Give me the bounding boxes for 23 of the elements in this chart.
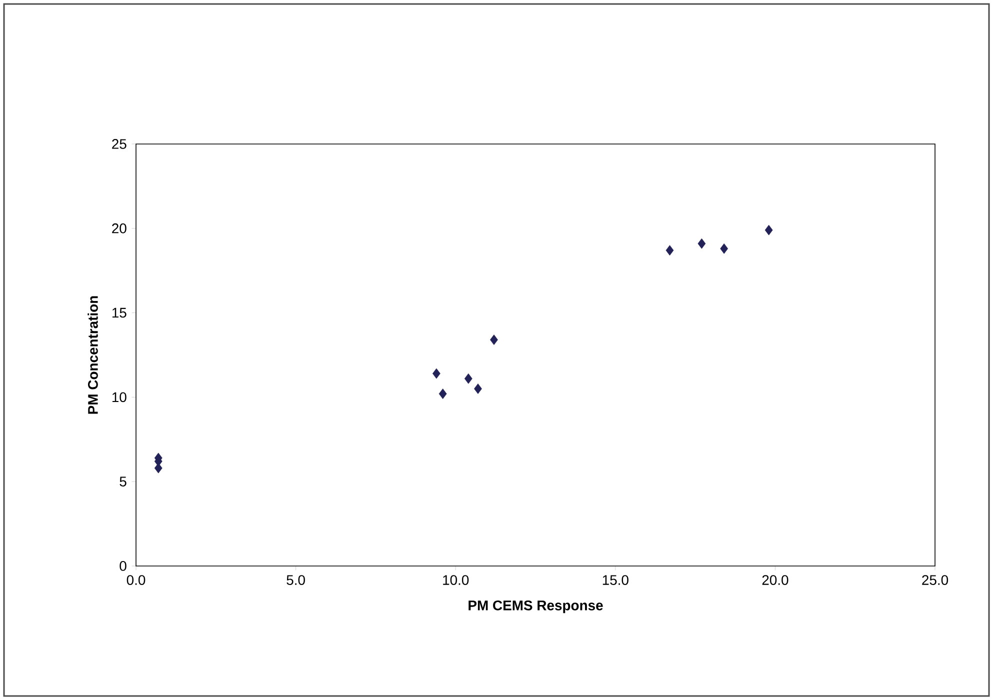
y-tick-label: 0 <box>120 561 126 571</box>
point <box>432 368 440 379</box>
point <box>438 388 447 400</box>
point <box>666 245 674 256</box>
x-axis-title: PM CEMS Response <box>468 600 603 614</box>
point <box>464 373 472 384</box>
x-tick-label: 20.0 <box>762 575 788 585</box>
point <box>698 238 706 249</box>
x-tick-label: 25.0 <box>922 575 948 585</box>
x-tick-label: 15.0 <box>602 575 628 585</box>
y-tick-label: 10 <box>112 392 126 402</box>
x-tick-label: 0.0 <box>126 575 146 585</box>
point <box>490 334 498 345</box>
y-tick-label: 25 <box>112 139 126 149</box>
y-tick-label: 15 <box>112 308 126 318</box>
y-axis-title: PM Concentration <box>88 296 98 414</box>
point <box>764 224 773 236</box>
x-tick-label: 10.0 <box>443 575 469 585</box>
y-tick-label: 20 <box>112 223 126 234</box>
y-tick-label: 5 <box>120 476 126 486</box>
point <box>474 384 482 394</box>
x-tick-label: 5.0 <box>286 575 305 585</box>
point <box>720 243 728 254</box>
